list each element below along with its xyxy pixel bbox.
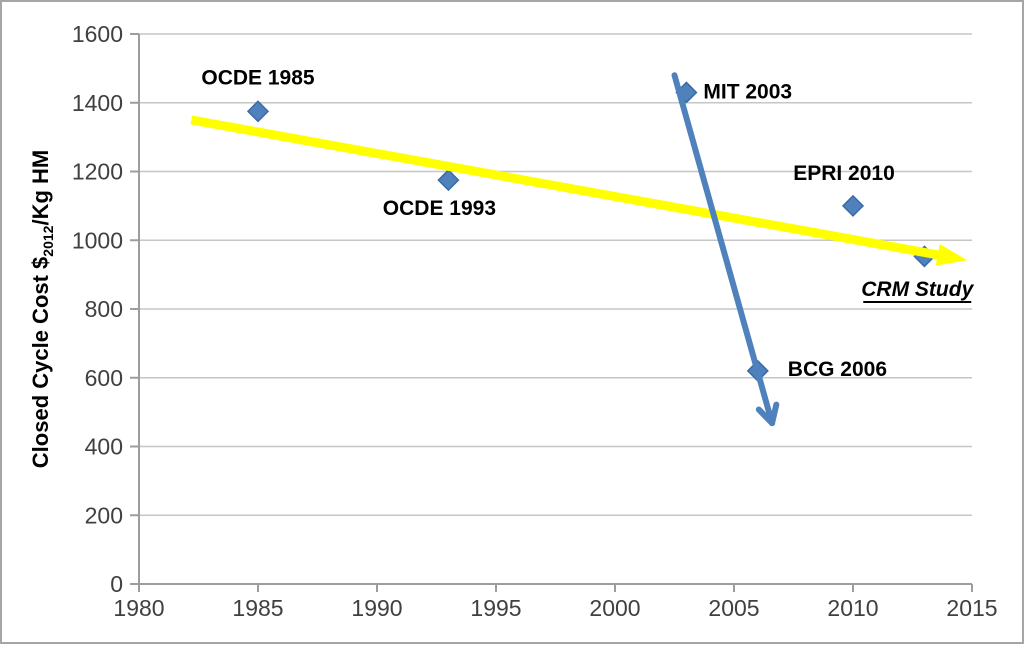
y-tick-label: 0 [110,571,123,597]
x-tick-label: 1990 [351,595,402,621]
y-axis-title: Closed Cycle Cost $2012/Kg HM [28,150,56,468]
x-tick-label: 2000 [589,595,640,621]
x-tick-label: 1985 [232,595,283,621]
x-tick-label: 2010 [827,595,878,621]
mit-to-bcg-arrow [671,72,776,427]
y-tick-label: 400 [85,434,123,460]
y-tick-label: 800 [85,296,123,322]
data-point-marker [246,100,270,123]
x-tick-label: 2015 [946,595,997,621]
data-point-label: OCDE 1993 [383,197,496,220]
historical-trend-arrow-head [935,244,968,266]
y-tick-label: 1600 [72,21,123,47]
data-point-marker [841,194,865,217]
x-tick-label: 1980 [113,595,164,621]
y-tick-label: 1200 [72,159,123,185]
data-point-label: MIT 2003 [703,80,792,103]
x-tick-label: 1995 [470,595,521,621]
annotation-label: CRM Study [861,278,974,301]
data-point-label: OCDE 1985 [201,66,315,89]
y-tick-label: 600 [85,365,123,391]
mit-to-bcg-arrow-head [755,406,776,427]
y-tick-label: 1000 [72,227,123,253]
y-tick-label: 1400 [72,90,123,116]
historical-trend-arrow [190,115,943,260]
x-tick-label: 2005 [708,595,759,621]
data-point-label: EPRI 2010 [793,162,895,185]
y-tick-label: 200 [85,502,123,528]
data-point-marker [437,169,460,192]
data-point-label: BCG 2006 [788,358,887,381]
